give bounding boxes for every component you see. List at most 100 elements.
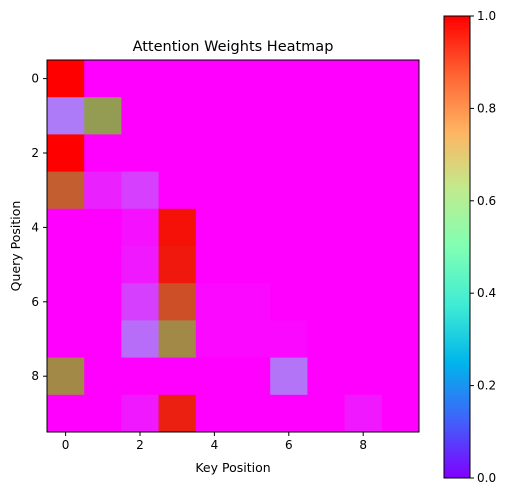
colorbar-tick-label: 0.4 bbox=[477, 286, 496, 300]
heatmap-cell-r3-c7 bbox=[307, 171, 345, 210]
heatmap-cell-r0-c4 bbox=[195, 60, 234, 98]
heatmap-cell-r5-c4 bbox=[195, 246, 234, 284]
y-axis: 0 2 4 6 8 bbox=[31, 72, 47, 383]
heatmap-cell-r6-c9 bbox=[381, 283, 420, 321]
heatmap-cell-r1-c9 bbox=[381, 97, 420, 135]
heatmap-cells bbox=[47, 60, 420, 433]
heatmap-cell-r4-c8 bbox=[344, 208, 383, 247]
heatmap-cell-r7-c7 bbox=[307, 320, 345, 358]
heatmap-cell-r5-c8 bbox=[344, 246, 383, 284]
heatmap-cell-r6-c2 bbox=[121, 283, 159, 321]
heatmap-cell-r7-c1 bbox=[84, 320, 122, 358]
heatmap-cell-r5-c5 bbox=[233, 246, 271, 284]
heatmap-cell-r7-c3 bbox=[158, 320, 197, 358]
y-tick-label: 8 bbox=[31, 369, 39, 383]
heatmap-cell-r2-c2 bbox=[121, 134, 159, 172]
heatmap-cell-r4-c1 bbox=[84, 208, 122, 247]
heatmap-cell-r7-c5 bbox=[233, 320, 271, 358]
heatmap-cell-r8-c9 bbox=[381, 357, 420, 396]
heatmap-cell-r8-c4 bbox=[195, 357, 234, 396]
heatmap-cell-r6-c8 bbox=[344, 283, 383, 321]
heatmap-cell-r3-c8 bbox=[344, 171, 383, 210]
heatmap-cell-r4-c7 bbox=[307, 208, 345, 247]
heatmap-cell-r7-c4 bbox=[195, 320, 234, 358]
y-axis-label: Query Position bbox=[8, 201, 23, 292]
heatmap-cell-r0-c1 bbox=[84, 60, 122, 98]
heatmap-cell-r2-c1 bbox=[84, 134, 122, 172]
heatmap-cell-r2-c8 bbox=[344, 134, 383, 172]
heatmap-cell-r7-c9 bbox=[381, 320, 420, 358]
heatmap-cell-r0-c6 bbox=[270, 60, 308, 98]
heatmap-cell-r4-c6 bbox=[270, 208, 308, 247]
heatmap-cell-r4-c9 bbox=[381, 208, 420, 247]
heatmap-cell-r0-c7 bbox=[307, 60, 345, 98]
heatmap-cell-r2-c4 bbox=[195, 134, 234, 172]
heatmap-cell-r7-c6 bbox=[270, 320, 308, 358]
heatmap-cell-r3-c5 bbox=[233, 171, 271, 210]
heatmap-cell-r9-c2 bbox=[121, 394, 159, 433]
heatmap-cell-r9-c1 bbox=[84, 394, 122, 433]
heatmap-cell-r1-c1 bbox=[84, 97, 122, 135]
x-axis-label: Key Position bbox=[195, 460, 270, 475]
heatmap-cell-r6-c4 bbox=[195, 283, 234, 321]
y-tick-label: 4 bbox=[31, 220, 39, 234]
heatmap-cell-r3-c9 bbox=[381, 171, 420, 210]
heatmap-cell-r1-c5 bbox=[233, 97, 271, 135]
heatmap-cell-r3-c4 bbox=[195, 171, 234, 210]
heatmap-cell-r4-c4 bbox=[195, 208, 234, 247]
x-tick-label: 6 bbox=[285, 438, 293, 452]
heatmap-cell-r6-c6 bbox=[270, 283, 308, 321]
heatmap-cell-r5-c6 bbox=[270, 246, 308, 284]
heatmap-cell-r5-c1 bbox=[84, 246, 122, 284]
colorbar-tick-label: 0.6 bbox=[477, 194, 496, 208]
colorbar-ticks: 0.0 0.2 0.4 0.6 0.8 1.0 bbox=[470, 9, 496, 485]
heatmap-cell-r6-c1 bbox=[84, 283, 122, 321]
heatmap-cell-r4-c5 bbox=[233, 208, 271, 247]
x-tick-label: 4 bbox=[211, 438, 219, 452]
heatmap-cell-r7-c2 bbox=[121, 320, 159, 358]
heatmap-cell-r9-c8 bbox=[344, 394, 383, 433]
heatmap-cell-r3-c1 bbox=[84, 171, 122, 210]
y-tick-label: 0 bbox=[31, 72, 39, 86]
heatmap-cell-r6-c5 bbox=[233, 283, 271, 321]
heatmap-cell-r6-c0 bbox=[47, 283, 85, 321]
colorbar bbox=[443, 15, 471, 479]
heatmap-cell-r9-c0 bbox=[47, 394, 85, 433]
heatmap-cell-r9-c4 bbox=[195, 394, 234, 433]
heatmap-cell-r2-c0 bbox=[47, 134, 85, 172]
heatmap-cell-r0-c3 bbox=[158, 60, 197, 98]
heatmap-cell-r7-c0 bbox=[47, 320, 85, 358]
heatmap-cell-r3-c6 bbox=[270, 171, 308, 210]
heatmap-cell-r8-c2 bbox=[121, 357, 159, 396]
heatmap-cell-r9-c5 bbox=[233, 394, 271, 433]
heatmap-cell-r9-c3 bbox=[158, 394, 197, 433]
heatmap-cell-r1-c0 bbox=[47, 97, 85, 135]
heatmap-cell-r9-c9 bbox=[381, 394, 420, 433]
x-tick-label: 8 bbox=[359, 438, 367, 452]
heatmap-cell-r2-c3 bbox=[158, 134, 197, 172]
heatmap-cell-r2-c7 bbox=[307, 134, 345, 172]
heatmap-cell-r1-c4 bbox=[195, 97, 234, 135]
heatmap-cell-r0-c2 bbox=[121, 60, 159, 98]
chart-title: Attention Weights Heatmap bbox=[133, 39, 334, 55]
heatmap-cell-r5-c7 bbox=[307, 246, 345, 284]
y-tick-label: 2 bbox=[31, 146, 39, 160]
heatmap-cell-r3-c2 bbox=[121, 171, 159, 210]
heatmap-cell-r0-c5 bbox=[233, 60, 271, 98]
heatmap-cell-r1-c2 bbox=[121, 97, 159, 135]
heatmap-cell-r9-c6 bbox=[270, 394, 308, 433]
heatmap-cell-r2-c9 bbox=[381, 134, 420, 172]
x-axis: 0 2 4 6 8 bbox=[62, 432, 367, 452]
colorbar-tick-label: 0.0 bbox=[477, 471, 496, 485]
heatmap-cell-r5-c3 bbox=[158, 246, 197, 284]
heatmap-cell-r7-c8 bbox=[344, 320, 383, 358]
heatmap-cell-r6-c3 bbox=[158, 283, 197, 321]
heatmap-cell-r3-c3 bbox=[158, 171, 197, 210]
heatmap-cell-r8-c7 bbox=[307, 357, 345, 396]
x-tick-label: 0 bbox=[62, 438, 70, 452]
heatmap-cell-r3-c0 bbox=[47, 171, 85, 210]
y-tick-label: 6 bbox=[31, 295, 39, 309]
heatmap-cell-r5-c0 bbox=[47, 246, 85, 284]
heatmap-cell-r2-c6 bbox=[270, 134, 308, 172]
